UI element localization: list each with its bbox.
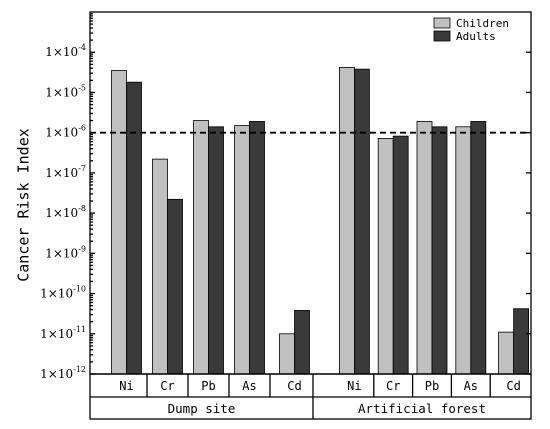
category-label: Pb: [201, 379, 215, 393]
axis-layer: 1×10-12 1×10-11 1×10-10 1×10-9 1×10-8 1×10-7 1…: [40, 11, 532, 420]
legend-swatch-children: [433, 17, 451, 29]
bar-dump-site-cr-adults: [167, 198, 183, 375]
category-label: Cr: [386, 379, 400, 393]
category-label: As: [464, 379, 478, 393]
bar-dump-site-pb-children: [193, 120, 209, 375]
legend-label-children: Children: [456, 17, 509, 30]
category-label: Cd: [506, 379, 520, 393]
y-tick-label: 1×10-6: [45, 124, 86, 140]
category-label: Cr: [160, 379, 174, 393]
category-table-frame: [89, 373, 532, 420]
y-tick-label: 1×10-9: [45, 244, 86, 260]
bar-artificial-forest-pb-adults: [431, 126, 448, 375]
y-axis-label: Cancer Risk Index: [15, 128, 33, 282]
category-label: Pb: [425, 379, 439, 393]
bar-artificial-forest-ni-children: [338, 66, 355, 375]
bar-dump-site-cd-children: [279, 333, 295, 375]
legend-label-adults: Adults: [456, 30, 496, 43]
bar-artificial-forest-as-children: [455, 126, 472, 375]
bar-dump-site-ni-children: [111, 70, 127, 375]
y-tick-label: 1×10-10: [40, 285, 86, 301]
y-tick-label: 1×10-5: [45, 83, 86, 99]
category-label: Ni: [119, 379, 133, 393]
y-tick-label: 1×10-8: [45, 204, 86, 220]
bar-artificial-forest-cr-children: [377, 138, 394, 375]
y-tick-label: 1×10-11: [40, 325, 86, 341]
group-label: Artificial forest: [358, 401, 486, 416]
group-label: Dump site: [168, 401, 236, 416]
bar-dump-site-ni-adults: [126, 81, 142, 375]
bar-artificial-forest-ni-adults: [353, 68, 370, 375]
bar-dump-site-as-adults: [249, 121, 265, 375]
y-tick-label: 1×10-4: [45, 43, 86, 59]
bar-artificial-forest-cd-adults: [513, 308, 529, 375]
bar-artificial-forest-cd-children: [498, 331, 515, 375]
legend-swatch-adults: [433, 30, 451, 42]
bar-dump-site-as-children: [234, 125, 250, 375]
category-label: Cd: [287, 379, 301, 393]
bar-dump-site-cd-adults: [294, 310, 310, 375]
y-tick-label: 1×10-12: [40, 365, 86, 381]
bar-dump-site-pb-adults: [208, 126, 224, 375]
bar-artificial-forest-pb-children: [416, 121, 433, 375]
bar-dump-site-cr-children: [152, 158, 168, 375]
category-label: Ni: [347, 379, 361, 393]
bar-layer: [111, 66, 529, 375]
y-tick-label: 1×10-7: [45, 164, 86, 180]
category-label: As: [242, 379, 256, 393]
bar-artificial-forest-as-adults: [470, 121, 487, 375]
bar-artificial-forest-cr-adults: [392, 135, 409, 375]
